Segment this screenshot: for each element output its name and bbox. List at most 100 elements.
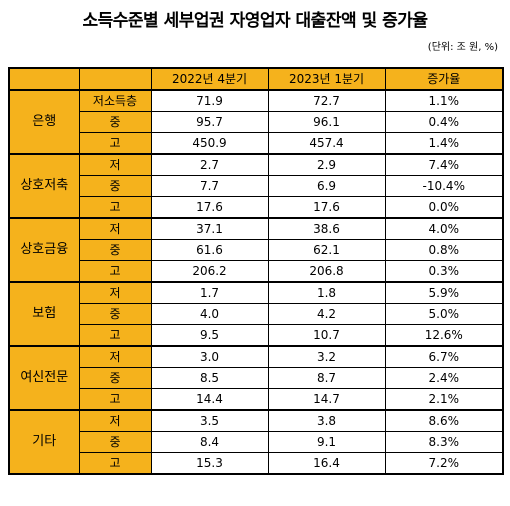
growth-rate-cell: 6.7% — [384, 345, 504, 368]
table-row: 고 14.4 14.7 2.1% — [9, 388, 504, 411]
value-q4-2022-cell: 1.7 — [150, 281, 269, 304]
value-q4-2022-cell: 7.7 — [150, 175, 269, 197]
table-row: 상호금융 저 37.1 38.6 4.0% — [8, 217, 504, 283]
table-row: 여신전문 저 3.0 3.2 6.7% — [8, 345, 504, 411]
value-q1-2023-cell: 3.8 — [267, 409, 386, 432]
growth-rate-cell: 0.4% — [384, 111, 504, 133]
sector-label: 여신전문 — [8, 345, 80, 411]
value-q4-2022-cell: 15.3 — [150, 452, 269, 475]
unit-note: (단위: 조 원, %) — [427, 42, 498, 53]
growth-rate-cell: 2.1% — [384, 388, 504, 411]
income-level-cell: 고 — [78, 388, 152, 411]
growth-rate-cell: -10.4% — [384, 175, 504, 197]
sector-label: 은행 — [8, 89, 80, 155]
table-row: 고 206.2 206.8 0.3% — [9, 260, 504, 283]
income-level-cell: 저 — [78, 153, 152, 176]
value-q1-2023-cell: 6.9 — [267, 175, 386, 197]
value-q4-2022-cell: 9.5 — [150, 324, 269, 347]
value-q1-2023-cell: 14.7 — [267, 388, 386, 411]
table-row: 고 9.5 10.7 12.6% — [9, 324, 504, 347]
table-row: 중 95.7 96.1 0.4% — [9, 111, 504, 133]
income-level-cell: 중 — [78, 111, 152, 133]
value-q4-2022-cell: 3.0 — [150, 345, 269, 368]
income-level-cell: 중 — [78, 431, 152, 453]
value-q1-2023-cell: 2.9 — [267, 153, 386, 176]
value-q4-2022-cell: 17.6 — [150, 196, 269, 219]
growth-rate-cell: 8.3% — [384, 431, 504, 453]
sector-label: 기타 — [8, 409, 80, 475]
value-q4-2022-cell: 8.5 — [150, 367, 269, 389]
value-q4-2022-cell: 37.1 — [150, 217, 269, 240]
value-q1-2023-cell: 3.2 — [267, 345, 386, 368]
value-q1-2023-cell: 10.7 — [267, 324, 386, 347]
value-q1-2023-cell: 206.8 — [267, 260, 386, 283]
value-q1-2023-cell: 8.7 — [267, 367, 386, 389]
value-q1-2023-cell: 16.4 — [267, 452, 386, 475]
income-level-cell: 고 — [78, 196, 152, 219]
table-row: 중 7.7 6.9 -10.4% — [9, 175, 504, 197]
sector-label: 상호저축 — [8, 153, 80, 219]
header-corner — [8, 67, 80, 91]
growth-rate-cell: 1.4% — [384, 132, 504, 155]
table-row: 중 8.4 9.1 8.3% — [9, 431, 504, 453]
value-q1-2023-cell: 72.7 — [267, 89, 386, 112]
income-level-cell: 저소득층 — [78, 89, 152, 112]
income-level-cell: 고 — [78, 132, 152, 155]
table-row: 상호저축 저 2.7 2.9 7.4% — [8, 153, 504, 219]
table-row: 고 17.6 17.6 0.0% — [9, 196, 504, 219]
value-q4-2022-cell: 206.2 — [150, 260, 269, 283]
growth-rate-cell: 2.4% — [384, 367, 504, 389]
table-row: 중 61.6 62.1 0.8% — [9, 239, 504, 261]
income-level-cell: 저 — [78, 345, 152, 368]
value-q4-2022-cell: 61.6 — [150, 239, 269, 261]
value-q1-2023-cell: 62.1 — [267, 239, 386, 261]
value-q1-2023-cell: 38.6 — [267, 217, 386, 240]
value-q1-2023-cell: 457.4 — [267, 132, 386, 155]
sector-label: 상호금융 — [8, 217, 80, 283]
growth-rate-cell: 8.6% — [384, 409, 504, 432]
table-row: 고 450.9 457.4 1.4% — [9, 132, 504, 155]
value-q1-2023-cell: 4.2 — [267, 303, 386, 325]
value-q4-2022-cell: 95.7 — [150, 111, 269, 133]
value-q1-2023-cell: 17.6 — [267, 196, 386, 219]
table-row: 중 8.5 8.7 2.4% — [9, 367, 504, 389]
table-row: 고 15.3 16.4 7.2% — [9, 452, 504, 475]
page-title: 소득수준별 세부업권 자영업자 대출잔액 및 증가율 — [82, 11, 428, 31]
header-q4-2022: 2022년 4분기 — [150, 67, 269, 91]
growth-rate-cell: 4.0% — [384, 217, 504, 240]
table-row: 은행 저소득층 71.9 72.7 1.1% — [8, 89, 504, 155]
value-q4-2022-cell: 4.0 — [150, 303, 269, 325]
income-level-cell: 중 — [78, 303, 152, 325]
income-level-cell: 중 — [78, 367, 152, 389]
income-level-cell: 중 — [78, 175, 152, 197]
value-q1-2023-cell: 1.8 — [267, 281, 386, 304]
income-level-cell: 고 — [78, 260, 152, 283]
income-level-cell: 저 — [78, 281, 152, 304]
sector-label: 보험 — [8, 281, 80, 347]
value-q4-2022-cell: 450.9 — [150, 132, 269, 155]
growth-rate-cell: 5.9% — [384, 281, 504, 304]
table-row: 기타 저 3.5 3.8 8.6% — [8, 409, 504, 475]
growth-rate-cell: 7.4% — [384, 153, 504, 176]
value-q4-2022-cell: 14.4 — [150, 388, 269, 411]
value-q4-2022-cell: 3.5 — [150, 409, 269, 432]
value-q1-2023-cell: 96.1 — [267, 111, 386, 133]
growth-rate-cell: 0.8% — [384, 239, 504, 261]
income-level-cell: 저 — [78, 409, 152, 432]
header-q1-2023: 2023년 1분기 — [267, 67, 386, 91]
loan-balance-table: 2022년 4분기 2023년 1분기 증가율 은행 저소득층 71.9 72.7 1.… — [8, 67, 504, 475]
growth-rate-cell: 7.2% — [384, 452, 504, 475]
header-growth: 증가율 — [384, 67, 504, 91]
value-q4-2022-cell: 2.7 — [150, 153, 269, 176]
value-q1-2023-cell: 9.1 — [267, 431, 386, 453]
table-row: 보험 저 1.7 1.8 5.9% — [8, 281, 504, 347]
income-level-cell: 고 — [78, 452, 152, 475]
growth-rate-cell: 5.0% — [384, 303, 504, 325]
table-row: 중 4.0 4.2 5.0% — [9, 303, 504, 325]
growth-rate-cell: 1.1% — [384, 89, 504, 112]
value-q4-2022-cell: 71.9 — [150, 89, 269, 112]
header-corner-sub — [78, 67, 152, 91]
income-level-cell: 중 — [78, 239, 152, 261]
growth-rate-cell: 0.3% — [384, 260, 504, 283]
growth-rate-cell: 12.6% — [384, 324, 504, 347]
